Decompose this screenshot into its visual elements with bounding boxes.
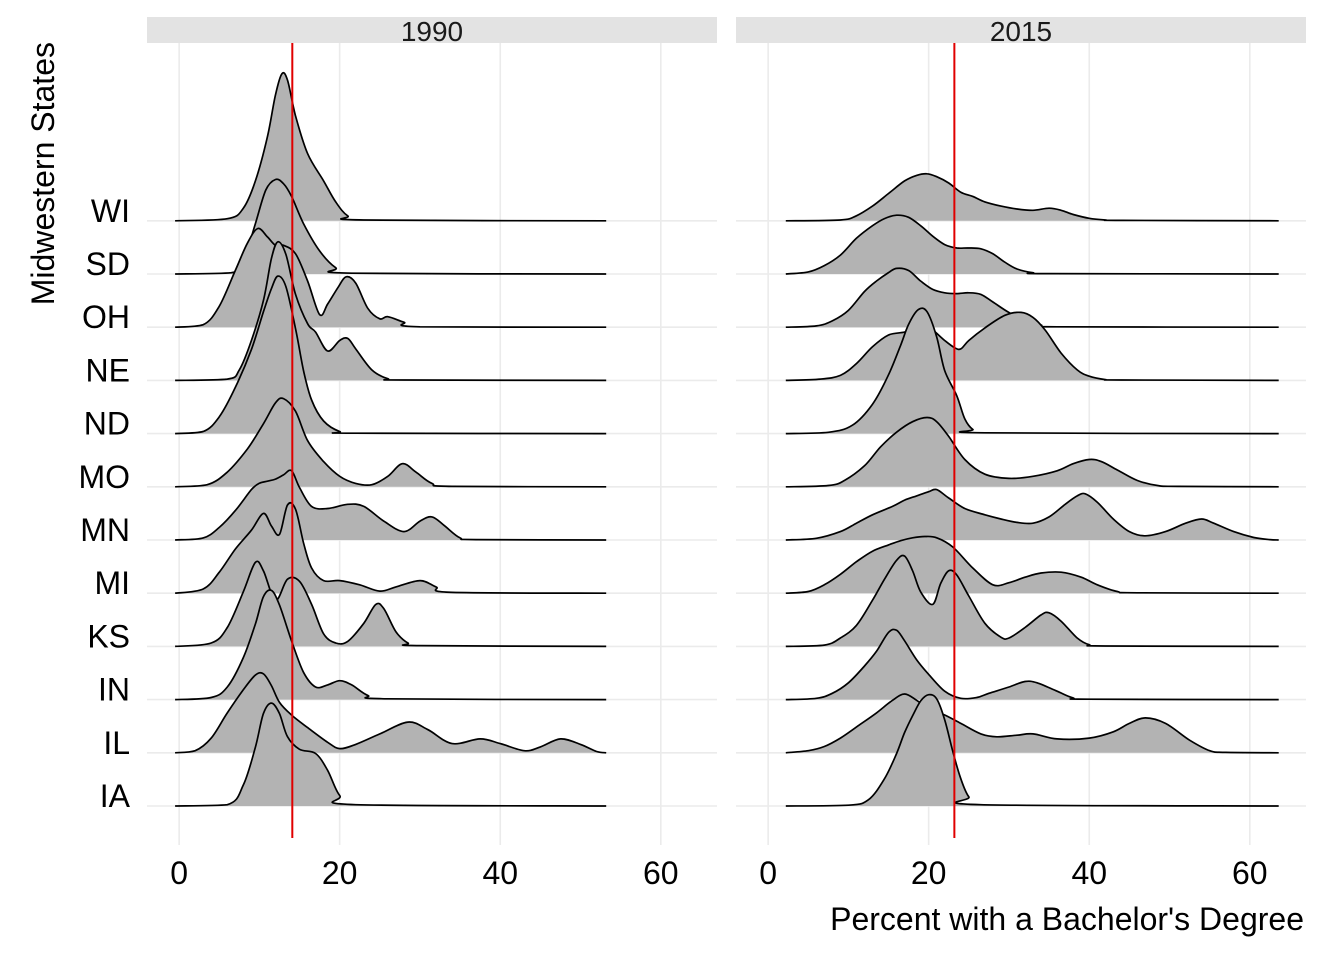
panel-2015: 2015 0 20 40 60 [736, 16, 1306, 891]
ridge-fill-ia [785, 694, 1279, 806]
ridge-fill-oh [175, 228, 607, 328]
ridge-line-ia [175, 702, 607, 807]
ridge-line-nd [785, 307, 1279, 435]
y-tick-label-ia: IA [100, 778, 131, 814]
ridge-fill-mo [785, 417, 1279, 487]
ridge-fill-mn [785, 489, 1279, 540]
ridge-line-mi [174, 501, 607, 595]
panel-1990: 1990 0 20 40 60 [147, 16, 717, 891]
ridge-fill-il [785, 694, 1279, 753]
facet-strip-label: 1990 [401, 16, 463, 47]
ridge-line-sd [785, 214, 1279, 275]
facet-strip-label: 2015 [990, 16, 1052, 47]
y-tick-label-ks: KS [87, 618, 130, 654]
ridge-fill-ia [175, 703, 607, 806]
x-tick-label: 60 [643, 855, 679, 891]
y-tick-label-sd: SD [86, 246, 130, 282]
x-axis-title: Percent with a Bachelor's Degree [830, 901, 1304, 937]
ridge-line-ks [785, 554, 1279, 648]
ridge-fill-sd [785, 215, 1279, 274]
ridge-line-in [785, 628, 1279, 701]
ridge-fill-mi [785, 536, 1279, 594]
y-tick-label-mo: MO [78, 459, 130, 495]
ridge-line-oh [175, 227, 607, 329]
x-tick-label: 0 [170, 855, 188, 891]
ridge-line-ne [175, 240, 607, 382]
x-tick-label: 20 [322, 855, 358, 891]
x-tick-label: 40 [482, 855, 518, 891]
facet-strip [147, 17, 717, 43]
ridge-fill-oh [785, 268, 1279, 328]
ridge-fill-nd [785, 308, 1279, 434]
ridge-line-mn [175, 469, 607, 541]
y-tick-label-nd: ND [84, 406, 130, 442]
ridge-line-nd [175, 275, 607, 435]
ridge-line-il [785, 693, 1279, 754]
x-tick-label: 40 [1071, 855, 1107, 891]
ridge-line-ia [785, 693, 1279, 807]
y-tick-label-wi: WI [91, 193, 130, 229]
ridge-fill-wi [175, 72, 607, 221]
y-tick-label-ne: NE [86, 352, 130, 388]
ridge-line-ks [175, 560, 607, 648]
y-tick-label-mi: MI [94, 565, 130, 601]
y-tick-label-il: IL [103, 725, 130, 761]
ridge-line-il [174, 671, 607, 754]
y-tick-label-in: IN [98, 672, 130, 708]
y-tick-label-mn: MN [80, 512, 130, 548]
x-tick-label: 60 [1232, 855, 1268, 891]
ridge-fill-wi [785, 173, 1279, 221]
ridge-fill-ks [785, 555, 1279, 647]
ridge-line-wi [175, 71, 607, 222]
ridge-line-ne [785, 311, 1279, 382]
ridge-line-wi [785, 172, 1279, 222]
ridge-line-mo [175, 397, 607, 488]
x-tick-label: 0 [759, 855, 777, 891]
ridge-line-mo [785, 416, 1279, 488]
y-tick-label-oh: OH [82, 299, 130, 335]
ridge-line-in [175, 589, 607, 701]
y-axis-title: Midwestern States [25, 42, 61, 305]
ridge-fill-in [785, 629, 1279, 700]
facet-strip [736, 17, 1306, 43]
ridge-fill-mo [175, 398, 607, 487]
ridge-fill-nd [175, 276, 607, 434]
ridge-line-mn [785, 488, 1279, 541]
x-tick-label: 20 [911, 855, 947, 891]
